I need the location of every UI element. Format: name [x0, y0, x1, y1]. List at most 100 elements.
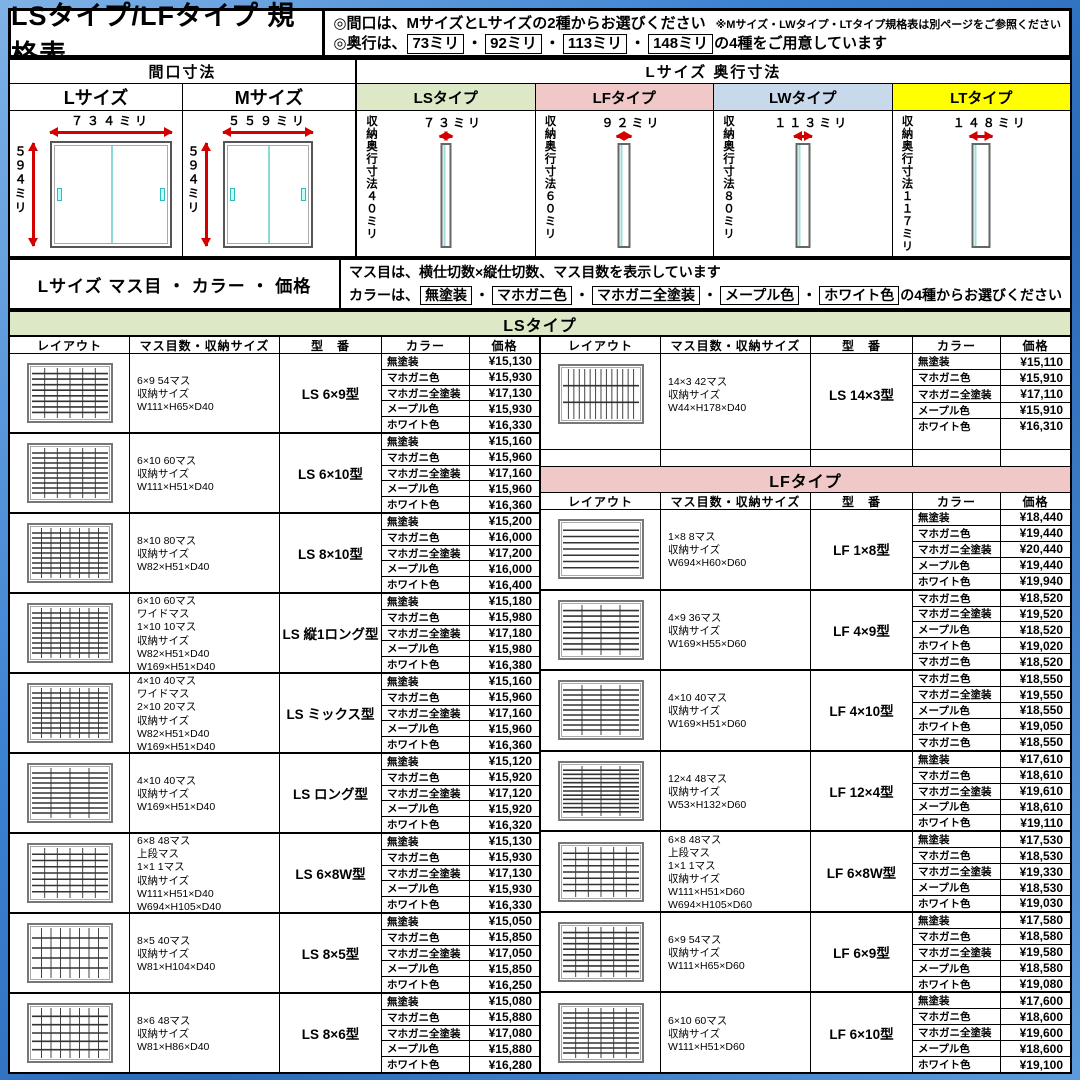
spec-line: 収納サイズ	[137, 467, 190, 480]
price-row: ホワイト色 ¥16,330	[382, 417, 539, 432]
price-row: メープル色 ¥15,910	[913, 402, 1070, 419]
price-row: 無塗装 ¥15,160	[382, 434, 539, 450]
cabinet-handle-right	[301, 188, 306, 202]
width-dimension-label: ７３４ミリ	[70, 114, 151, 128]
depth-arrow	[438, 131, 454, 141]
option-chip: 148ミリ	[648, 34, 714, 55]
depth-lw-label: LWタイプ	[714, 84, 892, 111]
column-header: 型 番	[811, 337, 913, 353]
layout-grid-icon	[26, 603, 113, 663]
price-value: ¥18,550	[1019, 703, 1063, 718]
color-label: メープル色	[382, 881, 470, 897]
price-value: ¥17,610	[1019, 752, 1063, 767]
model-number-cell: LF 4×9型	[811, 590, 913, 670]
price-value: ¥15,930	[488, 370, 532, 385]
price-value: ¥15,930	[488, 881, 532, 896]
note-1-reference: ※Mサイズ・LWタイプ・LTタイプ規格表は別ページをご参照ください	[715, 19, 1061, 31]
color-label: 無塗装	[382, 514, 470, 529]
height-dimension-label: ５９４ミリ	[186, 145, 200, 215]
price-row: マホガニ全塗装 ¥17,130	[382, 385, 539, 402]
price-row: 無塗装 ¥17,580	[913, 912, 1070, 929]
front-width-panel: 間口寸法 Lサイズ ７３４ミリ ５９４ミリ	[10, 60, 357, 256]
spec-block: 6×9 54マス 収納サイズ W111×H65×D40 LS 6×9型 無塗装 ¥15,1…	[10, 354, 539, 434]
layout-grid-icon	[26, 843, 113, 903]
spec-line: 1×8 8マス	[668, 531, 716, 544]
cabinet-handle-left	[57, 188, 62, 202]
size-l-label: Lサイズ	[10, 84, 182, 111]
note-2-prefix: ◎奥行は、	[333, 35, 407, 53]
price-row: 無塗装 ¥18,440	[913, 510, 1070, 526]
color-label: マホガニ色	[913, 654, 1001, 670]
empty-cell	[913, 434, 1001, 449]
spec-line: 4×10 40マス	[137, 774, 197, 787]
layout-cell	[10, 914, 130, 992]
price-row: メープル色 ¥15,930	[382, 401, 539, 418]
color-label: マホガニ色	[913, 1009, 1001, 1025]
option-separator: ・	[475, 287, 490, 304]
column-header: レイアウト	[541, 337, 661, 353]
empty-row	[541, 450, 1070, 466]
storage-depth-label: 収納奥行寸法６０ミリ	[543, 115, 556, 240]
color-label: マホガニ全塗装	[382, 865, 470, 881]
color-note-suffix: の4種からお選びください	[900, 287, 1062, 304]
color-price-cell: マホガニ色 ¥18,520 マホガニ全塗装 ¥19,520 メープル色 ¥18,520 ホワ…	[913, 590, 1070, 670]
empty-cell	[541, 434, 661, 449]
column-header: カラー	[382, 337, 470, 353]
price-value: ¥19,440	[1019, 526, 1063, 541]
cabinet-diagram-m: ５５９ミリ ５９４ミリ	[183, 111, 355, 256]
color-price-cell: 無塗装 ¥17,600 マホガニ色 ¥18,600 マホガニ全塗装 ¥19,600 メープル…	[913, 993, 1070, 1073]
spec-line: W44×H178×D40	[668, 402, 747, 414]
color-label: マホガニ色	[382, 449, 470, 465]
price-value: ¥19,520	[1019, 606, 1063, 621]
color-label: マホガニ全塗装	[913, 606, 1001, 622]
depth-dimension-label: １４８ミリ	[952, 116, 1028, 130]
color-label: ホワイト色	[913, 718, 1001, 734]
price-value: ¥18,440	[1019, 510, 1063, 525]
lf-type-band: LFタイプ	[541, 466, 1070, 493]
spec-line: 6×8 48マス	[668, 834, 722, 847]
depth-dimension-label: ９２ミリ	[601, 116, 662, 130]
cabinet-handle-left	[230, 188, 235, 202]
spec-line: W82×H51×D40	[137, 647, 210, 660]
spec-line: W111×H65×D60	[668, 960, 745, 973]
page-title: LSタイプ/LFタイプ 規格表	[8, 1, 326, 70]
layout-grid-icon	[557, 841, 644, 902]
color-label: マホガニ色	[382, 849, 470, 865]
depth-dimension-label: １１３ミリ	[774, 116, 850, 130]
price-row: 無塗装 ¥17,610	[913, 751, 1070, 768]
color-price-cell: 無塗装 ¥15,130 マホガニ色 ¥15,930 マホガニ全塗装 ¥17,130 メープル…	[382, 834, 539, 912]
price-value: ¥18,610	[1019, 799, 1063, 814]
spec-block: 8×6 48マス 収納サイズ W81×H86×D40 LS 8×6型 無塗装 ¥15,08…	[10, 994, 539, 1072]
price-row: マホガニ色 ¥15,930	[382, 369, 539, 386]
lf-column-headers: レイアウト マス目数・収納サイズ型 番カラー 価格	[541, 493, 1070, 510]
price-value: ¥17,120	[488, 785, 532, 800]
spec-line: 収納サイズ	[137, 874, 190, 887]
color-price-cell: 無塗装 ¥15,120 マホガニ色 ¥15,920 マホガニ全塗装 ¥17,120 メープル…	[382, 754, 539, 832]
price-value: ¥18,550	[1019, 735, 1063, 750]
color-label: メープル色	[913, 703, 1001, 718]
price-row: 無塗装 ¥17,600	[913, 993, 1070, 1010]
color-price-cell: 無塗装 ¥15,160 マホガニ色 ¥15,960 マホガニ全塗装 ¥17,160 メープル…	[382, 674, 539, 752]
price-row: ホワイト色 ¥19,030	[913, 896, 1070, 911]
storage-depth-label: 収納奥行寸法１１７ミリ	[900, 115, 913, 253]
price-value: ¥19,080	[1019, 977, 1063, 992]
price-row: メープル色 ¥18,550	[913, 703, 1070, 719]
color-label: マホガニ全塗装	[382, 465, 470, 481]
cabinet-center-line	[268, 146, 270, 243]
price-row: ホワイト色 ¥19,080	[913, 976, 1070, 992]
price-row: 無塗装 ¥15,120	[382, 754, 539, 770]
layout-cell	[541, 590, 661, 670]
depth-lf-label: LFタイプ	[535, 84, 713, 111]
model-number-cell: LS 8×10型	[280, 514, 382, 592]
price-row: マホガニ色 ¥15,920	[382, 769, 539, 786]
ls-type-band: LSタイプ	[8, 310, 1072, 335]
price-row: ホワイト色 ¥19,100	[913, 1057, 1070, 1073]
price-value: ¥15,980	[488, 641, 532, 656]
price-row: ホワイト色 ¥19,050	[913, 718, 1070, 735]
price-row: マホガニ色 ¥18,600	[913, 1009, 1070, 1026]
spec-cell: 8×5 40マス 収納サイズ W81×H104×D40	[130, 914, 280, 992]
color-label: ホワイト色	[382, 1057, 470, 1072]
price-row: 無塗装 ¥15,110	[913, 354, 1070, 371]
front-size-columns: Lサイズ ７３４ミリ ５９４ミリ Mサイズ	[10, 84, 355, 256]
color-label: メープル色	[913, 402, 1001, 418]
